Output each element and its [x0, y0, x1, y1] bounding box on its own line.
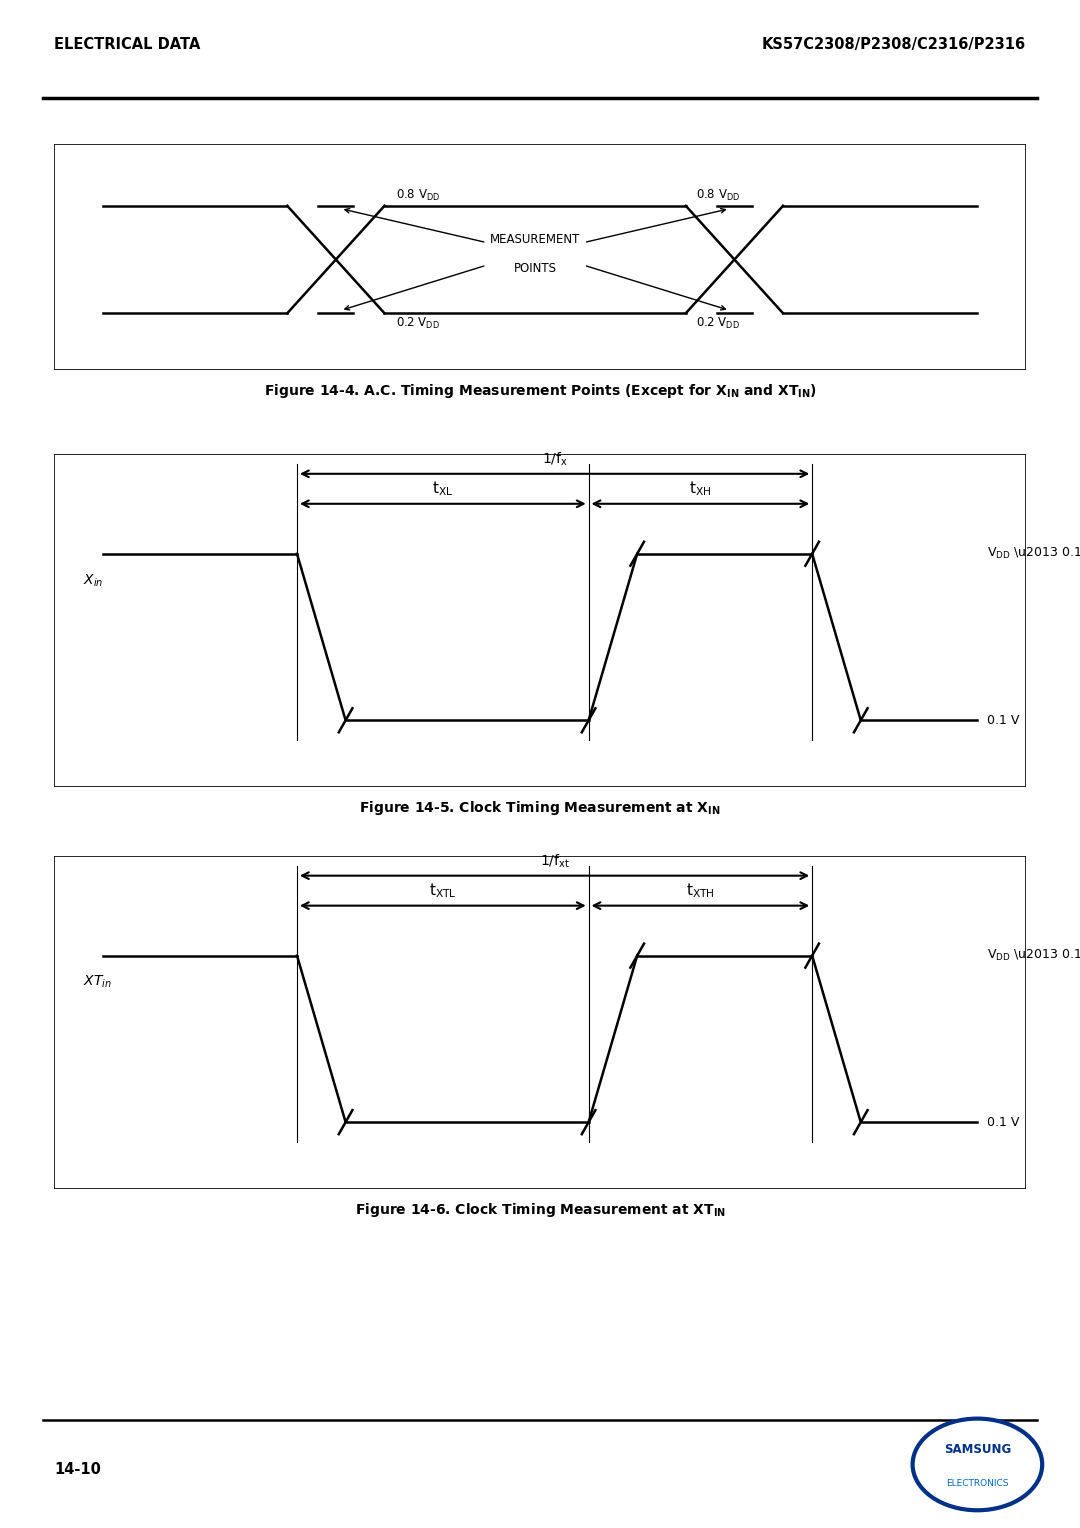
- Text: 1/f$_{\mathregular{x}}$: 1/f$_{\mathregular{x}}$: [541, 451, 568, 469]
- Text: Figure 14-6. Clock Timing Measurement at XT$_{\mathregular{IN}}$: Figure 14-6. Clock Timing Measurement at…: [354, 1201, 726, 1219]
- Text: Figure 14-5. Clock Timing Measurement at X$_{\mathregular{IN}}$: Figure 14-5. Clock Timing Measurement at…: [360, 799, 720, 817]
- Text: 14-10: 14-10: [54, 1462, 100, 1478]
- Text: KS57C2308/P2308/C2316/P2316: KS57C2308/P2308/C2316/P2316: [761, 37, 1026, 52]
- Text: V$_{\mathregular{DD}}$ \u2013 0.1 V: V$_{\mathregular{DD}}$ \u2013 0.1 V: [987, 545, 1080, 561]
- Text: MEASUREMENT: MEASUREMENT: [490, 234, 580, 246]
- Text: SAMSUNG: SAMSUNG: [944, 1444, 1011, 1456]
- Text: XT$_{\mathregular{in}}$: XT$_{\mathregular{in}}$: [83, 973, 112, 990]
- Text: ELECTRICAL DATA: ELECTRICAL DATA: [54, 37, 201, 52]
- Text: t$_{\mathregular{XL}}$: t$_{\mathregular{XL}}$: [432, 480, 454, 498]
- Text: 0.1 V: 0.1 V: [987, 714, 1020, 727]
- Text: t$_{\mathregular{XTH}}$: t$_{\mathregular{XTH}}$: [686, 882, 715, 900]
- Text: t$_{\mathregular{XTL}}$: t$_{\mathregular{XTL}}$: [429, 882, 457, 900]
- Text: 0.2 V$_{\mathregular{DD}}$: 0.2 V$_{\mathregular{DD}}$: [696, 316, 740, 332]
- Text: 0.8 V$_{\mathregular{DD}}$: 0.8 V$_{\mathregular{DD}}$: [696, 188, 740, 203]
- Text: Figure 14-4. A.C. Timing Measurement Points (Except for X$_{\mathregular{IN}}$ a: Figure 14-4. A.C. Timing Measurement Poi…: [264, 382, 816, 400]
- Text: 0.8 V$_{\mathregular{DD}}$: 0.8 V$_{\mathregular{DD}}$: [396, 188, 441, 203]
- Text: t$_{\mathregular{XH}}$: t$_{\mathregular{XH}}$: [689, 480, 712, 498]
- Text: 1/f$_{\mathregular{xt}}$: 1/f$_{\mathregular{xt}}$: [540, 853, 569, 871]
- Text: ELECTRONICS: ELECTRONICS: [946, 1479, 1009, 1488]
- Text: V$_{\mathregular{DD}}$ \u2013 0.1 V: V$_{\mathregular{DD}}$ \u2013 0.1 V: [987, 947, 1080, 963]
- Text: POINTS: POINTS: [514, 261, 556, 275]
- Text: 0.1 V: 0.1 V: [987, 1115, 1020, 1129]
- Text: 0.2 V$_{\mathregular{DD}}$: 0.2 V$_{\mathregular{DD}}$: [396, 316, 441, 332]
- Text: X$_{\mathregular{in}}$: X$_{\mathregular{in}}$: [83, 571, 104, 588]
- Ellipse shape: [913, 1418, 1042, 1510]
